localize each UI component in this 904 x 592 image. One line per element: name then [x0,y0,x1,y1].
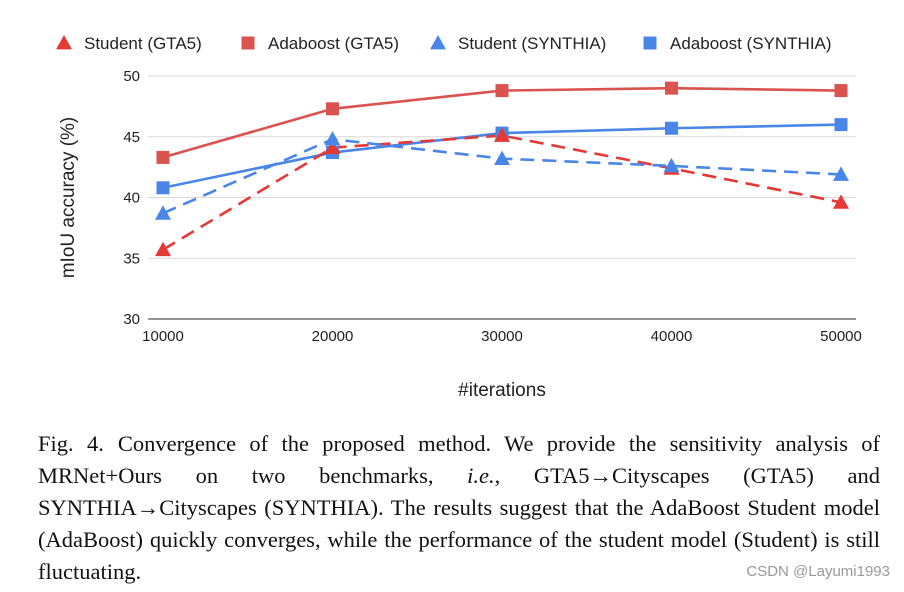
series-2-point-2 [494,150,510,166]
x-tick-label-20000: 20000 [312,328,354,345]
figure-caption: Fig. 4. Convergence of the proposed metho… [38,428,880,588]
series-line-1 [162,86,842,159]
series-1-point-0 [156,150,170,164]
legend-label-2: Student (SYNTHIA) [458,34,606,53]
x-tick-label-10000: 10000 [142,328,184,345]
x-tick-label-50000: 50000 [820,328,862,345]
legend-marker-2 [430,35,446,50]
caption-ie: i.e. [467,463,495,488]
legend-label-3: Adaboost (SYNTHIA) [670,34,832,53]
series-3-point-4 [834,118,848,132]
series-line-0 [162,134,842,251]
legend-label-1: Adaboost (GTA5) [268,34,399,53]
watermark-text: CSDN @Layumi1993 [746,563,890,580]
x-tick-label-40000: 40000 [651,328,693,345]
x-axis-title: #iterations [458,380,546,401]
line-chart: 30 35 40 45 50 10000 20000 30000 40000 50000 #iter… [56,34,862,401]
series-3-point-3 [665,121,678,135]
series-2-point-3 [663,157,680,173]
y-tick-label-30: 30 [123,311,140,328]
caption-text-part2: , GTA5→Cityscapes (GTA5) and SYNTHIA→Cit… [38,463,880,584]
caption-text-part1: Convergence of the proposed method. We p… [38,431,880,488]
figure-label: Fig. 4. [38,431,104,456]
series-1-point-4 [834,84,848,98]
legend-marker-3 [643,36,657,50]
series-1-point-3 [665,81,678,95]
series-0-point-2 [494,127,510,142]
y-axis-title: mIoU accuracy (%) [58,117,79,279]
series-2-point-1 [324,131,341,146]
legend-marker-1 [241,36,255,50]
x-tick-label-30000: 30000 [481,328,523,345]
series-line-2 [162,137,842,215]
series-1-point-2 [495,84,509,98]
series-1-point-1 [326,102,339,116]
legend-marker-0 [56,35,72,50]
series-2-point-4 [833,166,849,181]
y-tick-label-45: 45 [123,129,140,146]
y-tick-label-35: 35 [123,250,140,267]
chart: 30 35 40 45 50 10000 20000 30000 40000 50000 #iter… [56,34,862,401]
series-0-point-1 [324,139,341,155]
y-tick-label-50: 50 [123,68,140,85]
series-2-point-0 [155,205,171,220]
series-0-point-4 [833,194,849,209]
series-0-point-0 [155,241,171,257]
y-tick-label-40: 40 [123,190,140,207]
series-3-point-0 [156,181,170,195]
legend-label-0: Student (GTA5) [84,34,202,53]
